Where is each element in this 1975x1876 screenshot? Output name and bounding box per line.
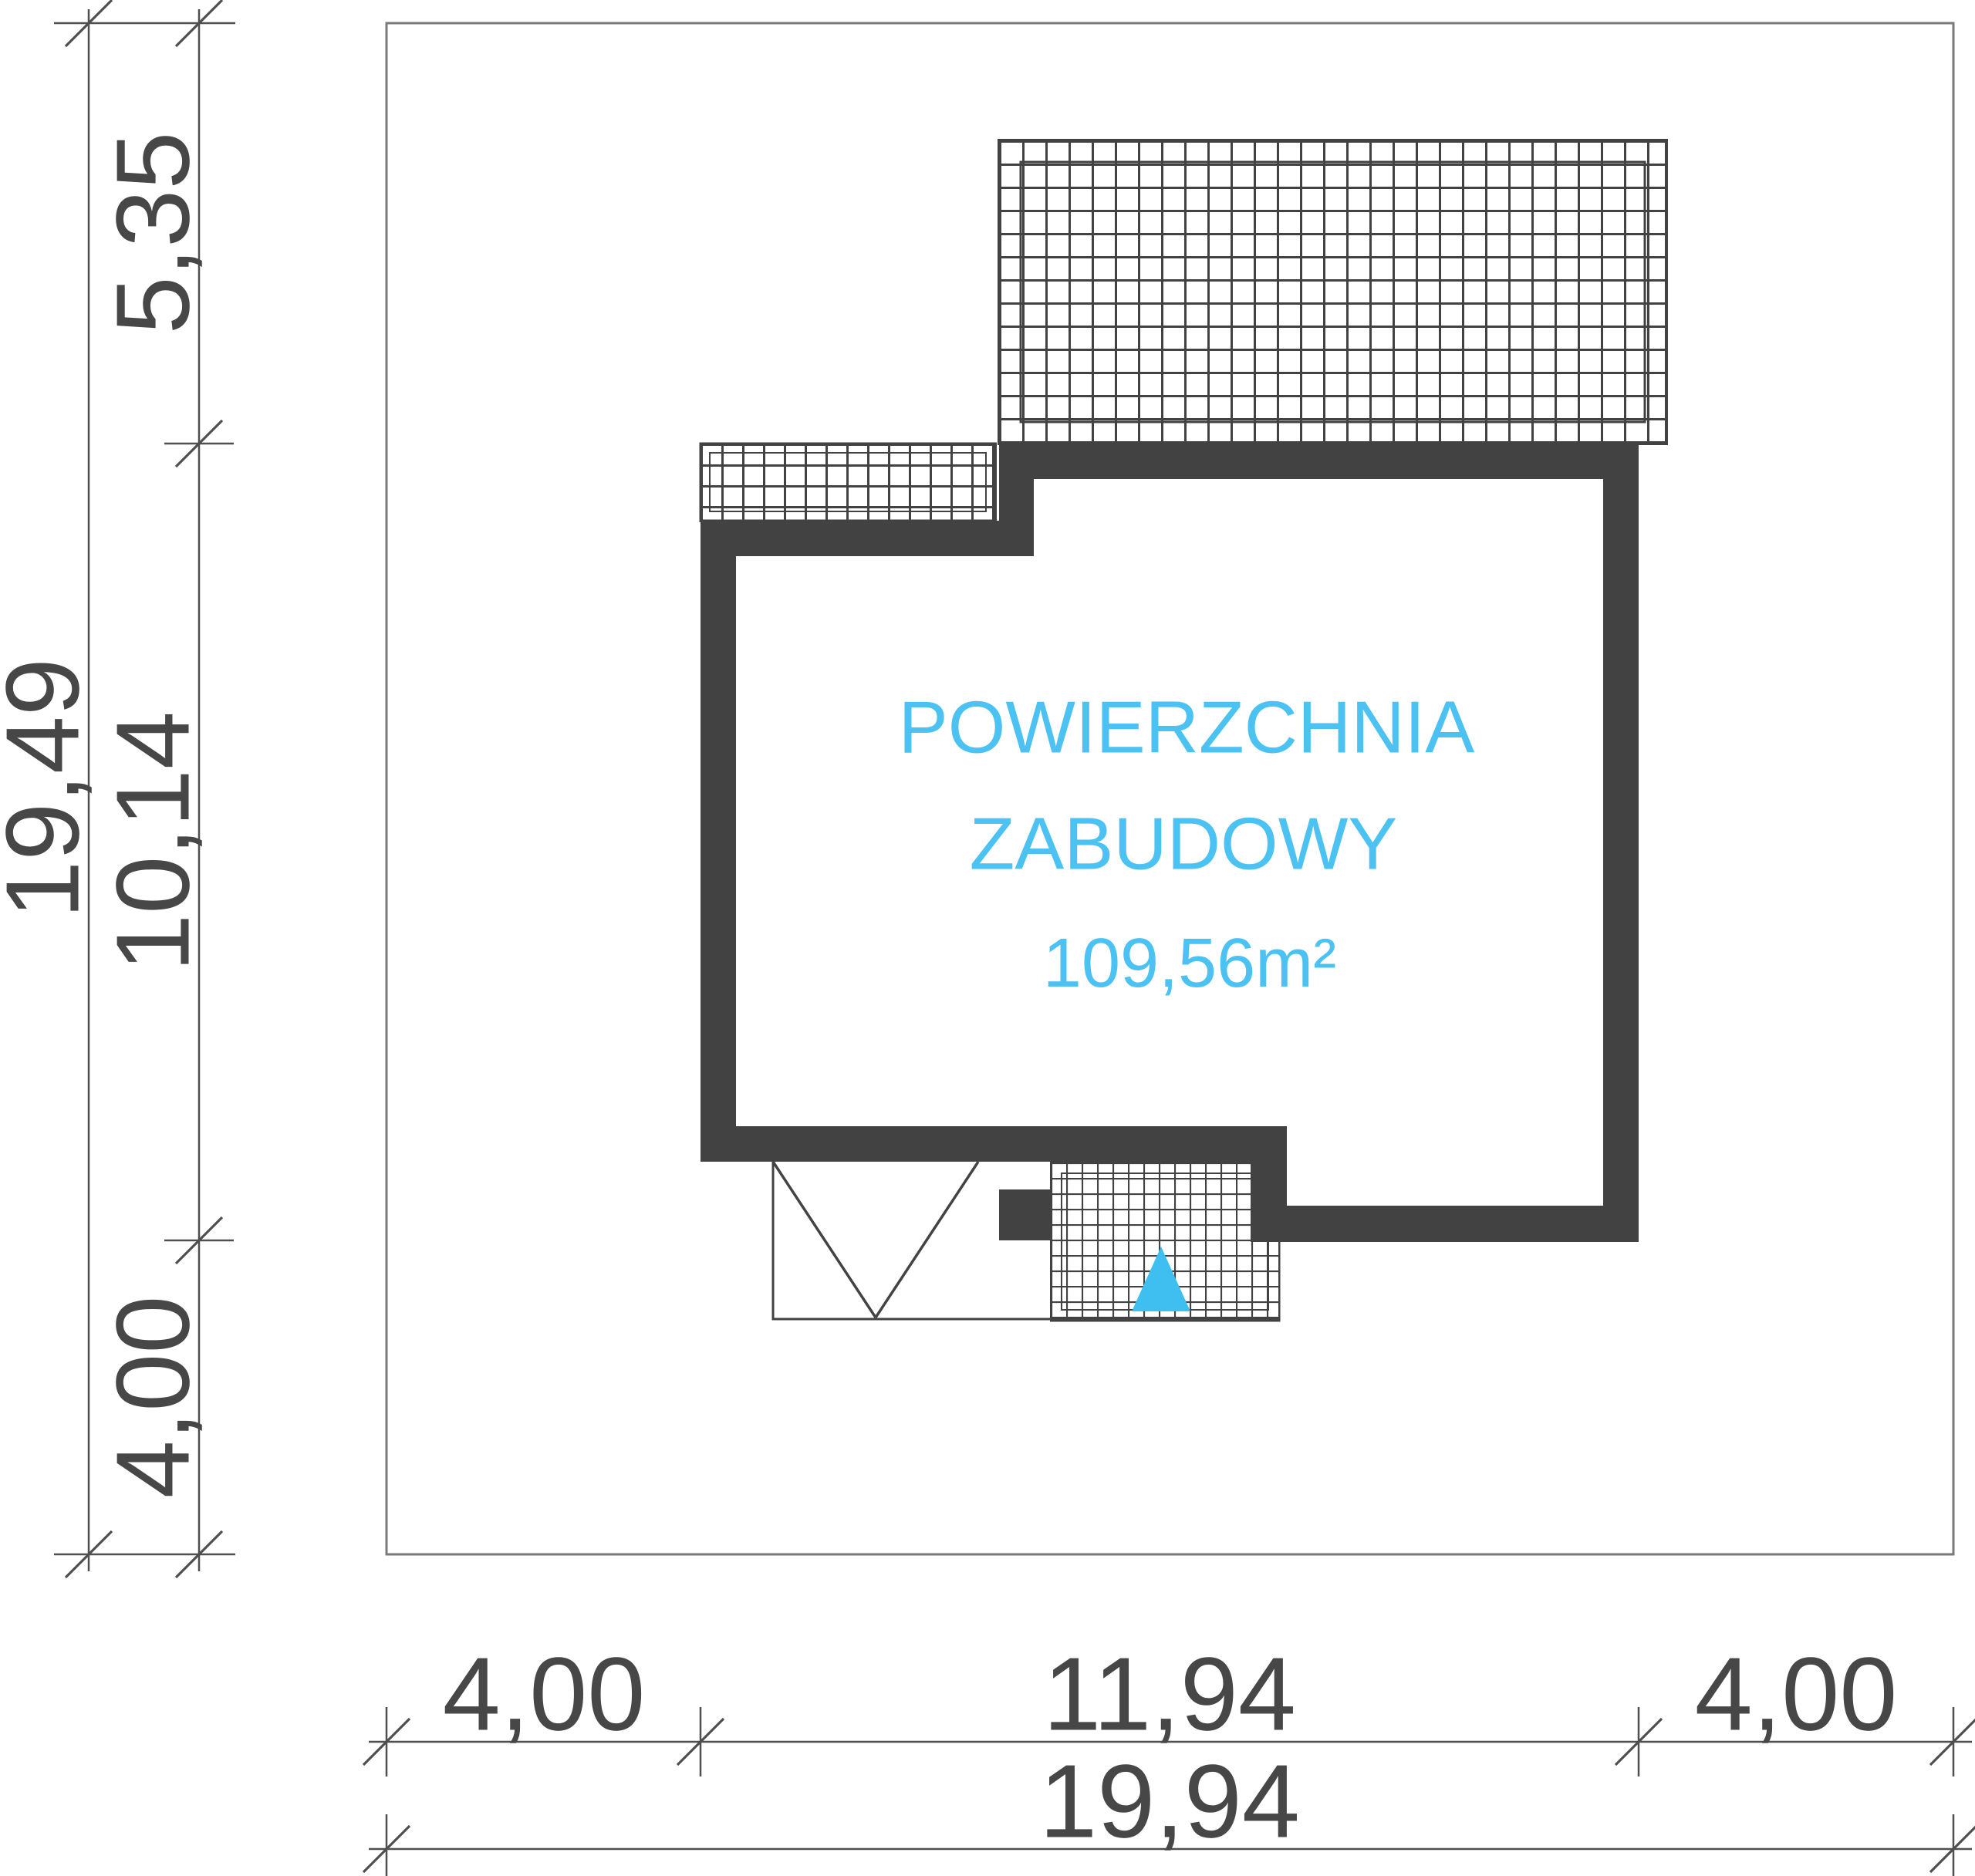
entrance-arrow-icon — [1132, 1247, 1190, 1311]
terrace-hatch-small — [699, 442, 997, 522]
area-label-line2: ZABUDOWY — [970, 803, 1398, 886]
bottom-dim-slashes-segments — [362, 1717, 1975, 1766]
garage-roof-v-icon — [771, 1161, 980, 1318]
dim-bottom-segment-3: 4,00 — [1695, 1636, 1898, 1753]
garage-border — [771, 1162, 1279, 1321]
dim-bottom-total: 19,94 — [1039, 1743, 1300, 1860]
dim-bottom-segment-2: 11,94 — [1043, 1636, 1296, 1753]
dim-left-segment-3: 4,00 — [95, 1296, 211, 1499]
terrace-hatch-large-inner — [1019, 160, 1646, 423]
plot-boundary — [385, 22, 1955, 1556]
dim-bottom-segment-1: 4,00 — [443, 1636, 646, 1753]
terrace-hatch-large-outer — [998, 139, 1668, 445]
terrace-hatch-large — [998, 139, 1668, 445]
terrace-hatch-small-outer — [699, 442, 997, 522]
dim-left-segment-2: 10,14 — [95, 711, 211, 972]
garage-outline — [771, 1161, 1279, 1321]
area-value: 109,56m² — [1043, 925, 1336, 1002]
dim-left-total: 19,49 — [0, 658, 101, 919]
left-dimension-lines — [54, 0, 235, 1579]
left-dim-extension-ticks — [54, 22, 235, 1556]
building-walls — [701, 444, 1639, 1242]
bottom-dimension-lines — [362, 1707, 1975, 1876]
bottom-dim-slashes-total — [362, 1824, 1975, 1874]
entrance-pillar — [999, 1189, 1051, 1240]
terrace-hatch-small-inner — [709, 452, 987, 512]
area-label-line1: POWIERZCHNIA — [899, 687, 1475, 769]
dim-left-segment-1: 5,35 — [95, 132, 211, 335]
left-dim-slash-ticks — [64, 0, 224, 1579]
